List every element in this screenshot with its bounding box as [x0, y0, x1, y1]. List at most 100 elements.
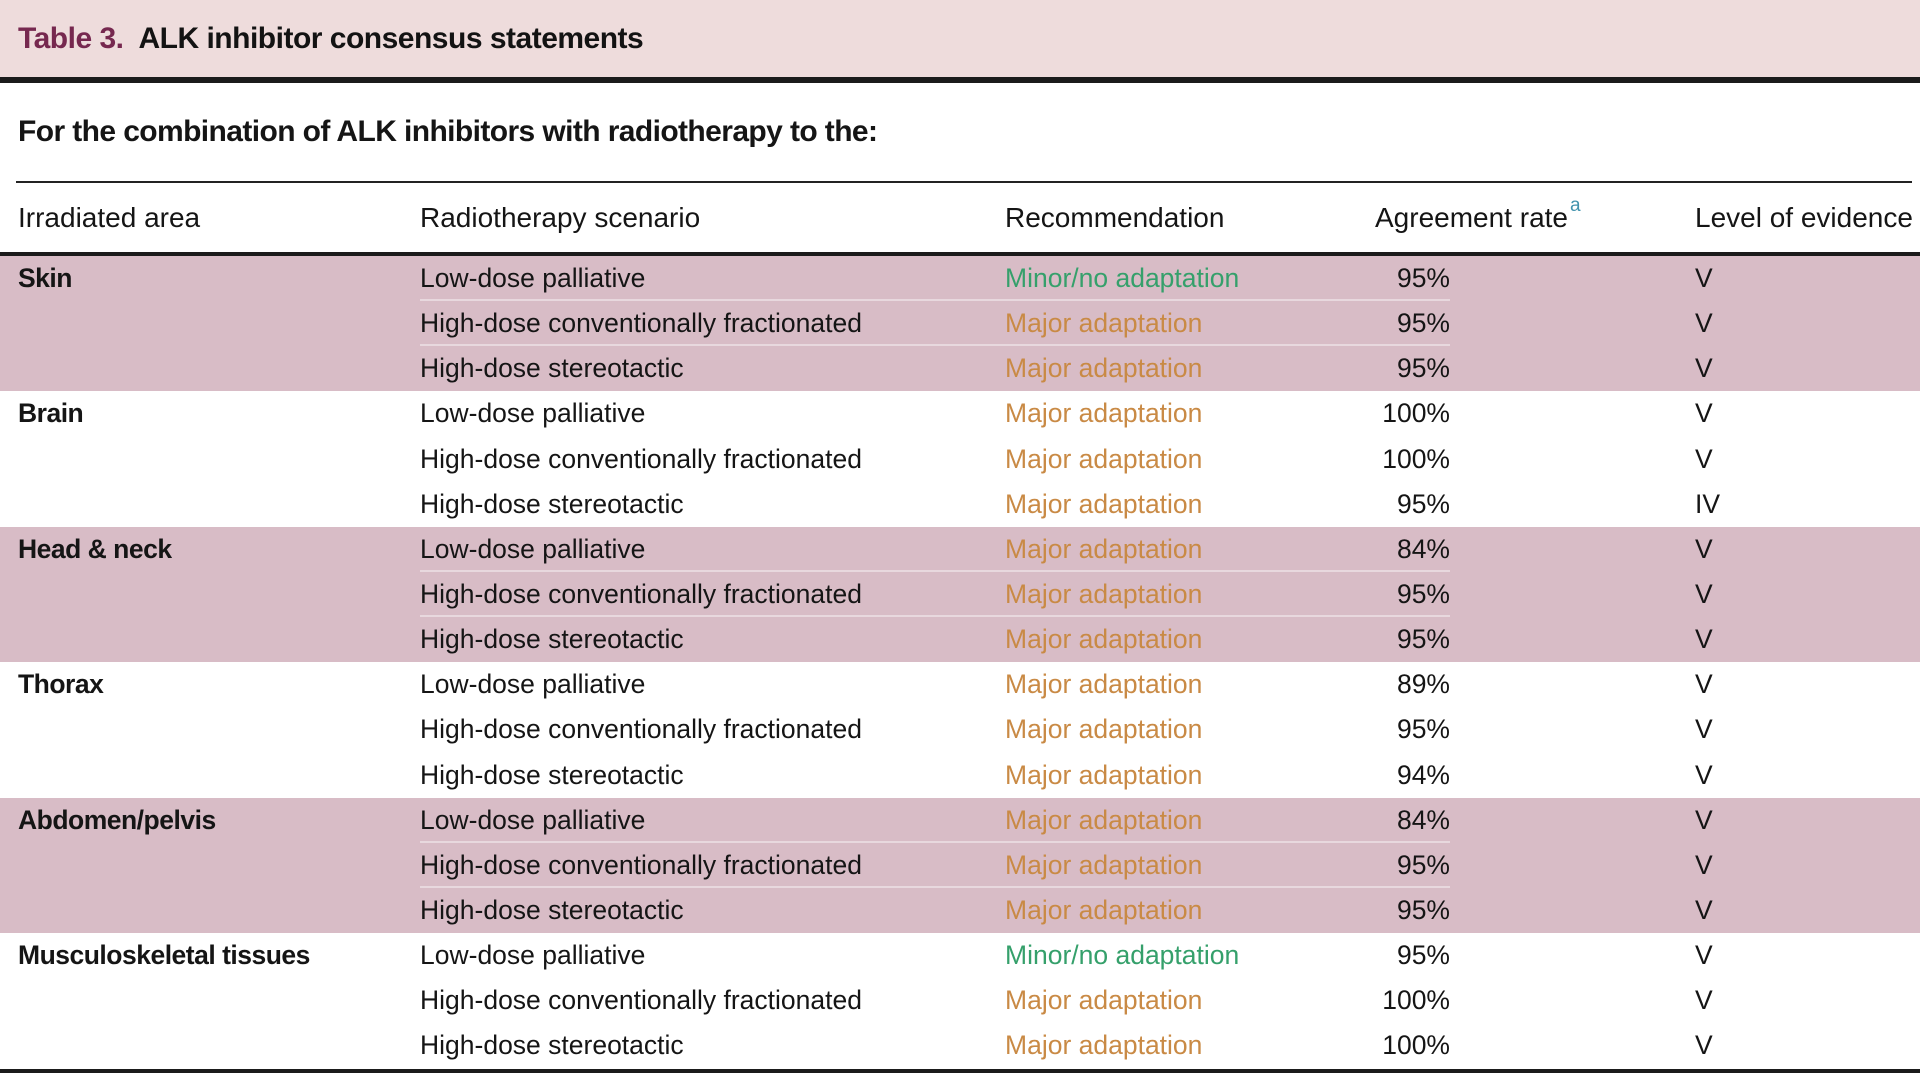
- agreement-rate-cell: 100%: [1382, 398, 1450, 429]
- table-number-label: Table 3.: [18, 21, 124, 55]
- level-of-evidence-cell: V: [1695, 1030, 1713, 1061]
- table-body: Skin Low-dose palliative Minor/no adaptati…: [0, 256, 1920, 1069]
- table-row: Skin Low-dose palliative Minor/no adaptati…: [0, 256, 1920, 302]
- recommendation-cell: Major adaptation: [1005, 527, 1355, 572]
- recommendation-cell: Major adaptation: [1005, 843, 1355, 888]
- agreement-rate-cell: 95%: [1396, 353, 1450, 384]
- radiotherapy-scenario-cell: High-dose stereotactic: [420, 1030, 684, 1061]
- recommendation-cell: Major adaptation: [1005, 572, 1355, 617]
- recommendation-cell: Major adaptation: [1005, 759, 1203, 790]
- irradiated-area-cell: Brain: [18, 398, 84, 429]
- recommendation-cell: Major adaptation: [1005, 624, 1203, 655]
- irradiated-area-cell: [0, 707, 420, 752]
- irradiated-area-cell: [0, 572, 420, 617]
- radiotherapy-scenario-cell: High-dose stereotactic: [420, 759, 684, 790]
- radiotherapy-scenario-cell: High-dose stereotactic: [420, 353, 684, 384]
- agreement-rate-cell: 95%: [1396, 895, 1450, 926]
- irradiated-area-cell: [0, 978, 420, 1023]
- irradiated-area-cell: [0, 843, 420, 888]
- table-row: Head & neck Low-dose palliative Major adap…: [0, 526, 1920, 572]
- recommendation-cell: Major adaptation: [1005, 985, 1203, 1016]
- agreement-rate-cell: 95%: [1396, 940, 1450, 971]
- recommendation-cell: Major adaptation: [1005, 1030, 1203, 1061]
- irradiated-area-cell: [0, 437, 420, 482]
- radiotherapy-scenario-cell: High-dose stereotactic: [420, 624, 684, 655]
- agreement-rate-cell: 94%: [1396, 759, 1450, 790]
- irradiated-area-cell: [0, 301, 420, 346]
- horizontal-rule-under-header: [0, 252, 1920, 256]
- radiotherapy-scenario-cell: Low-dose palliative: [420, 527, 1005, 572]
- irradiated-area-cell: [0, 617, 420, 662]
- level-of-evidence-cell: V: [1695, 669, 1713, 700]
- irradiated-area-cell: [0, 888, 420, 933]
- table-row: High-dose stereotactic Major adaptation 94…: [0, 753, 1920, 798]
- radiotherapy-scenario-cell: Low-dose palliative: [420, 940, 646, 971]
- irradiated-area-cell: Musculoskeletal tissues: [18, 940, 310, 971]
- recommendation-cell: Major adaptation: [1005, 488, 1203, 519]
- column-header-radiotherapy-scenario: Radiotherapy scenario: [420, 201, 701, 233]
- level-of-evidence-cell: V: [1695, 940, 1713, 971]
- table-row: High-dose conventionally fractionated Maj…: [0, 301, 1920, 347]
- agreement-rate-label: Agreement rate: [1375, 201, 1568, 233]
- radiotherapy-scenario-cell: High-dose conventionally fractionated: [420, 714, 862, 745]
- column-header-level-of-evidence: Level of evidence: [1695, 201, 1913, 233]
- radiotherapy-scenario-cell: High-dose conventionally fractionated: [420, 301, 1005, 346]
- table-row: High-dose stereotactic Major adaptation 95…: [0, 346, 1920, 392]
- agreement-rate-cell: 84%: [1355, 798, 1450, 843]
- level-of-evidence-cell: V: [1695, 308, 1713, 339]
- irradiated-area-cell: Head & neck: [18, 533, 172, 564]
- level-of-evidence-cell: V: [1695, 895, 1713, 926]
- column-header-irradiated-area: Irradiated area: [18, 201, 201, 233]
- level-of-evidence-cell: V: [1695, 579, 1713, 610]
- irradiated-area-cell: Skin: [18, 263, 72, 294]
- recommendation-cell: Minor/no adaptation: [1005, 256, 1355, 301]
- recommendation-cell: Major adaptation: [1005, 301, 1355, 346]
- table-row: High-dose conventionally fractionated Maj…: [0, 707, 1920, 752]
- level-of-evidence-cell: V: [1695, 353, 1713, 384]
- level-of-evidence-cell: V: [1695, 398, 1713, 429]
- table-title: ALK inhibitor consensus statements: [138, 21, 644, 55]
- horizontal-rule-top: [0, 77, 1920, 83]
- level-of-evidence-cell: V: [1695, 263, 1713, 294]
- irradiated-area-cell: [0, 346, 420, 391]
- agreement-rate-cell: 100%: [1382, 1030, 1450, 1061]
- recommendation-cell: Major adaptation: [1005, 798, 1355, 843]
- recommendation-cell: Major adaptation: [1005, 669, 1203, 700]
- radiotherapy-scenario-cell: High-dose conventionally fractionated: [420, 443, 862, 474]
- table-subheading: For the combination of ALK inhibitors wi…: [18, 115, 878, 148]
- table-row: High-dose conventionally fractionated Maj…: [0, 842, 1920, 888]
- radiotherapy-scenario-cell: Low-dose palliative: [420, 398, 646, 429]
- irradiated-area-cell: [0, 482, 420, 527]
- radiotherapy-scenario-cell: High-dose conventionally fractionated: [420, 985, 862, 1016]
- agreement-rate-cell: 95%: [1396, 624, 1450, 655]
- level-of-evidence-cell: V: [1695, 714, 1713, 745]
- radiotherapy-scenario-cell: High-dose conventionally fractionated: [420, 572, 1005, 617]
- column-header-row: Irradiated area Radiotherapy scenario Re…: [0, 183, 1920, 252]
- irradiated-area-cell: [0, 1023, 420, 1068]
- table-row: High-dose stereotactic Major adaptation 95…: [0, 482, 1920, 527]
- horizontal-rule-bottom: [0, 1068, 1920, 1073]
- subheading-row: For the combination of ALK inhibitors wi…: [0, 83, 1920, 181]
- column-header-agreement-rate: Agreement rate a: [1355, 183, 1581, 252]
- radiotherapy-scenario-cell: Low-dose palliative: [420, 798, 1005, 843]
- table-row: High-dose conventionally fractionated Maj…: [0, 978, 1920, 1023]
- level-of-evidence-cell: V: [1695, 624, 1713, 655]
- agreement-rate-cell: 84%: [1355, 527, 1450, 572]
- level-of-evidence-cell: V: [1695, 985, 1713, 1016]
- level-of-evidence-cell: V: [1695, 759, 1713, 790]
- agreement-rate-cell: 95%: [1396, 488, 1450, 519]
- recommendation-cell: Minor/no adaptation: [1005, 940, 1240, 971]
- level-of-evidence-cell: IV: [1695, 488, 1721, 519]
- table-row: High-dose stereotactic Major adaptation 95…: [0, 887, 1920, 934]
- horizontal-rule-under-subheading: [16, 181, 1912, 183]
- table-row: High-dose conventionally fractionated Maj…: [0, 571, 1920, 618]
- table-row: High-dose stereotactic Major adaptation 10…: [0, 1023, 1920, 1068]
- recommendation-cell: Major adaptation: [1005, 895, 1203, 926]
- recommendation-cell: Major adaptation: [1005, 714, 1203, 745]
- radiotherapy-scenario-cell: Low-dose palliative: [420, 669, 646, 700]
- table-row: Brain Low-dose palliative Major adaptation…: [0, 391, 1920, 436]
- table-row: Thorax Low-dose palliative Major adaptatio…: [0, 662, 1920, 707]
- level-of-evidence-cell: V: [1695, 443, 1713, 474]
- radiotherapy-scenario-cell: Low-dose palliative: [420, 256, 1005, 301]
